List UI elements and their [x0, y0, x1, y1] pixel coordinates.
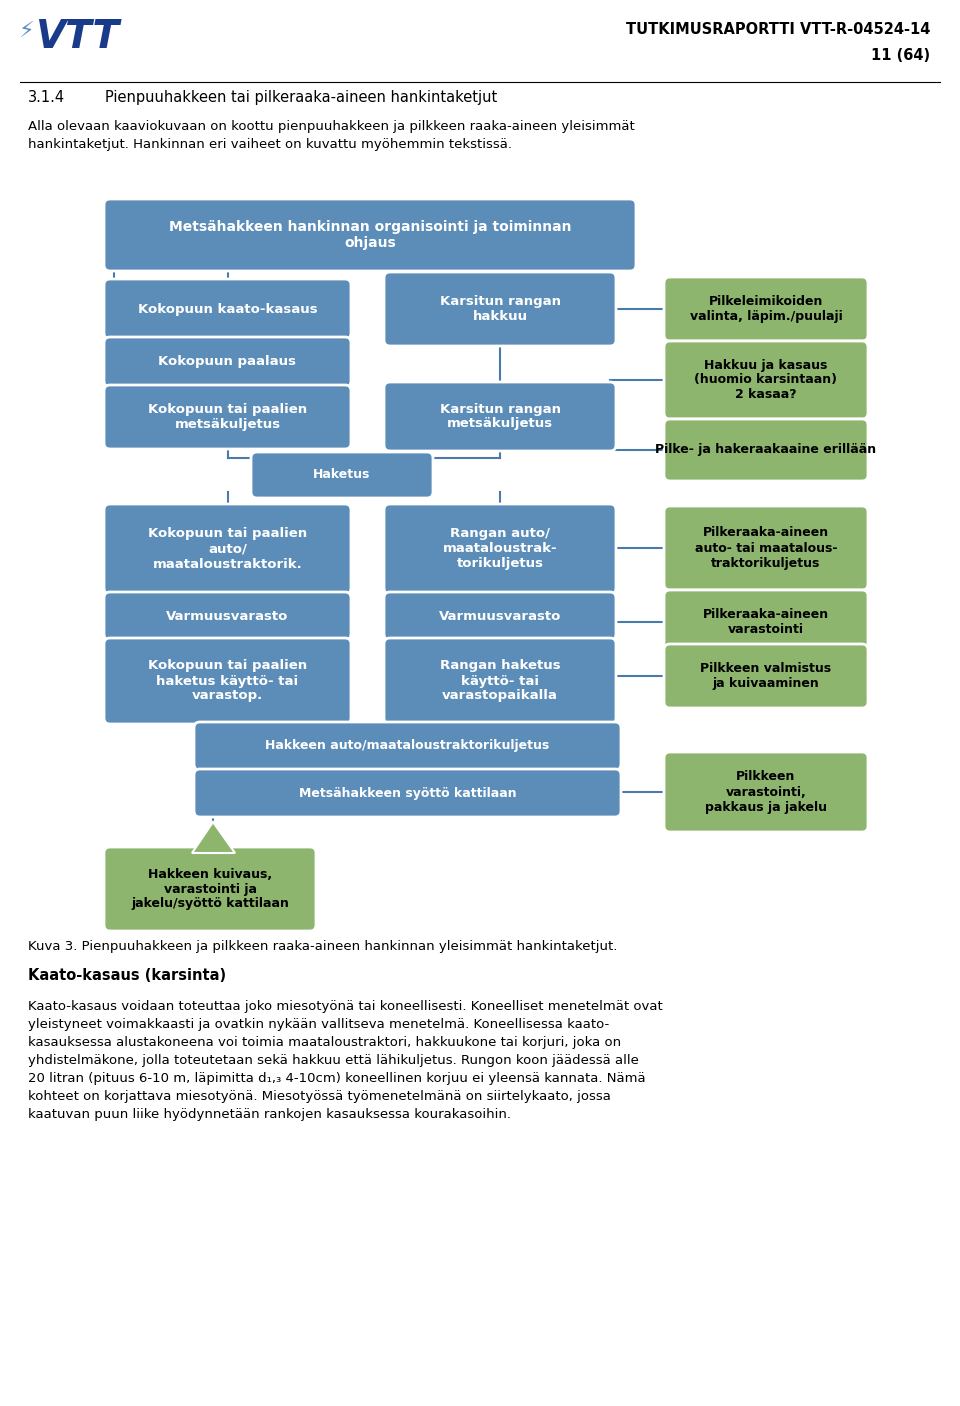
- Text: yhdistelmäkone, jolla toteutetaan sekä hakkuu että lähikuljetus. Rungon koon jää: yhdistelmäkone, jolla toteutetaan sekä h…: [28, 1054, 638, 1067]
- FancyBboxPatch shape: [104, 846, 316, 931]
- Text: VTT: VTT: [35, 18, 119, 56]
- FancyBboxPatch shape: [194, 769, 621, 817]
- Text: Pilkeraaka-aineen
auto- tai maatalous-
traktorikuljetus: Pilkeraaka-aineen auto- tai maatalous- t…: [695, 526, 837, 569]
- FancyBboxPatch shape: [251, 451, 433, 498]
- Text: 20 litran (pituus 6-10 m, läpimitta d₁,₃ 4-10cm) koneellinen korjuu ei yleensä k: 20 litran (pituus 6-10 m, läpimitta d₁,₃…: [28, 1071, 646, 1085]
- FancyBboxPatch shape: [104, 385, 351, 449]
- Text: Kaato-kasaus (karsinta): Kaato-kasaus (karsinta): [28, 967, 227, 983]
- Text: Rangan auto/
maataloustrak-
torikuljetus: Rangan auto/ maataloustrak- torikuljetus: [443, 527, 558, 571]
- FancyBboxPatch shape: [104, 503, 351, 593]
- Text: Kokopuun tai paalien
auto/
maataloustraktorik.: Kokopuun tai paalien auto/ maataloustrak…: [148, 527, 307, 571]
- Text: Hakkeen auto/maataloustraktorikuljetus: Hakkeen auto/maataloustraktorikuljetus: [265, 740, 550, 752]
- Text: kasauksessa alustakoneena voi toimia maataloustraktori, hakkuukone tai korjuri, : kasauksessa alustakoneena voi toimia maa…: [28, 1036, 621, 1049]
- FancyBboxPatch shape: [664, 277, 868, 342]
- Text: TUTKIMUSRAPORTTI VTT-R-04524-14: TUTKIMUSRAPORTTI VTT-R-04524-14: [626, 22, 930, 37]
- Text: kohteet on korjattava miesotyönä. Miesotyössä työmenetelmänä on siirtelykaato, j: kohteet on korjattava miesotyönä. Miesot…: [28, 1090, 611, 1102]
- Text: Pienpuuhakkeen tai pilkeraaka-aineen hankintaketjut: Pienpuuhakkeen tai pilkeraaka-aineen han…: [105, 90, 497, 105]
- Text: 3.1.4: 3.1.4: [28, 90, 65, 105]
- Text: Hakkeen kuivaus,
varastointi ja
jakelu/syöttö kattilaan: Hakkeen kuivaus, varastointi ja jakelu/s…: [132, 868, 289, 911]
- FancyBboxPatch shape: [384, 382, 616, 451]
- FancyBboxPatch shape: [664, 506, 868, 591]
- Text: ⚡: ⚡: [18, 22, 34, 42]
- Text: Varmuusvarasto: Varmuusvarasto: [439, 609, 562, 623]
- Text: Kokopuun tai paalien
haketus käyttö- tai
varastop.: Kokopuun tai paalien haketus käyttö- tai…: [148, 659, 307, 703]
- FancyBboxPatch shape: [384, 592, 616, 640]
- Text: hankintaketjut. Hankinnan eri vaiheet on kuvattu myöhemmin tekstissä.: hankintaketjut. Hankinnan eri vaiheet on…: [28, 138, 512, 150]
- Text: Pilkeraaka-aineen
varastointi: Pilkeraaka-aineen varastointi: [703, 607, 829, 636]
- Text: Kokopuun tai paalien
metsäkuljetus: Kokopuun tai paalien metsäkuljetus: [148, 404, 307, 432]
- Text: Pilke- ja hakeraakaaine erillään: Pilke- ja hakeraakaaine erillään: [656, 443, 876, 457]
- FancyBboxPatch shape: [104, 592, 351, 640]
- FancyBboxPatch shape: [384, 271, 616, 346]
- Text: Metsähakkeen hankinnan organisointi ja toiminnan
ohjaus: Metsähakkeen hankinnan organisointi ja t…: [169, 219, 571, 250]
- Text: kaatuvan puun liike hyödynnetään rankojen kasauksessa kourakasoihin.: kaatuvan puun liike hyödynnetään rankoje…: [28, 1108, 511, 1121]
- Text: Karsitun rangan
hakkuu: Karsitun rangan hakkuu: [440, 295, 561, 323]
- Text: Metsähakkeen syöttö kattilaan: Metsähakkeen syöttö kattilaan: [299, 786, 516, 800]
- FancyBboxPatch shape: [664, 342, 868, 419]
- Text: Varmuusvarasto: Varmuusvarasto: [166, 609, 289, 623]
- Text: Pilkeleimikoiden
valinta, läpim./puulaji: Pilkeleimikoiden valinta, läpim./puulaji: [689, 295, 842, 323]
- Text: Kokopuun paalaus: Kokopuun paalaus: [158, 356, 297, 368]
- Text: Pilkkeen valmistus
ja kuivaaminen: Pilkkeen valmistus ja kuivaaminen: [701, 662, 831, 690]
- FancyBboxPatch shape: [104, 337, 351, 387]
- Text: yleistyneet voimakkaasti ja ovatkin nykään vallitseva menetelmä. Koneellisessa k: yleistyneet voimakkaasti ja ovatkin nykä…: [28, 1018, 610, 1031]
- Text: Haketus: Haketus: [313, 468, 371, 481]
- Text: Pilkkeen
varastointi,
pakkaus ja jakelu: Pilkkeen varastointi, pakkaus ja jakelu: [705, 770, 827, 814]
- Text: Karsitun rangan
metsäkuljetus: Karsitun rangan metsäkuljetus: [440, 402, 561, 430]
- FancyBboxPatch shape: [384, 503, 616, 593]
- FancyBboxPatch shape: [104, 278, 351, 339]
- FancyBboxPatch shape: [664, 591, 868, 654]
- Text: 11 (64): 11 (64): [871, 48, 930, 63]
- FancyBboxPatch shape: [664, 644, 868, 709]
- Text: Kokopuun kaato-kasaus: Kokopuun kaato-kasaus: [137, 302, 318, 315]
- FancyBboxPatch shape: [664, 752, 868, 832]
- FancyBboxPatch shape: [104, 638, 351, 724]
- Text: Hakkuu ja kasaus
(huomio karsintaan)
2 kasaa?: Hakkuu ja kasaus (huomio karsintaan) 2 k…: [694, 359, 837, 402]
- Text: Kuva 3. Pienpuuhakkeen ja pilkkeen raaka-aineen hankinnan yleisimmät hankintaket: Kuva 3. Pienpuuhakkeen ja pilkkeen raaka…: [28, 941, 617, 953]
- Text: Rangan haketus
käyttö- tai
varastopaikalla: Rangan haketus käyttö- tai varastopaikal…: [440, 659, 561, 703]
- Polygon shape: [192, 823, 235, 853]
- FancyBboxPatch shape: [104, 200, 636, 271]
- Text: Alla olevaan kaaviokuvaan on koottu pienpuuhakkeen ja pilkkeen raaka-aineen ylei: Alla olevaan kaaviokuvaan on koottu pien…: [28, 120, 635, 134]
- Text: Kaato-kasaus voidaan toteuttaa joko miesotyönä tai koneellisesti. Koneelliset me: Kaato-kasaus voidaan toteuttaa joko mies…: [28, 1000, 662, 1012]
- FancyBboxPatch shape: [194, 723, 621, 770]
- FancyBboxPatch shape: [384, 638, 616, 724]
- FancyBboxPatch shape: [664, 419, 868, 481]
